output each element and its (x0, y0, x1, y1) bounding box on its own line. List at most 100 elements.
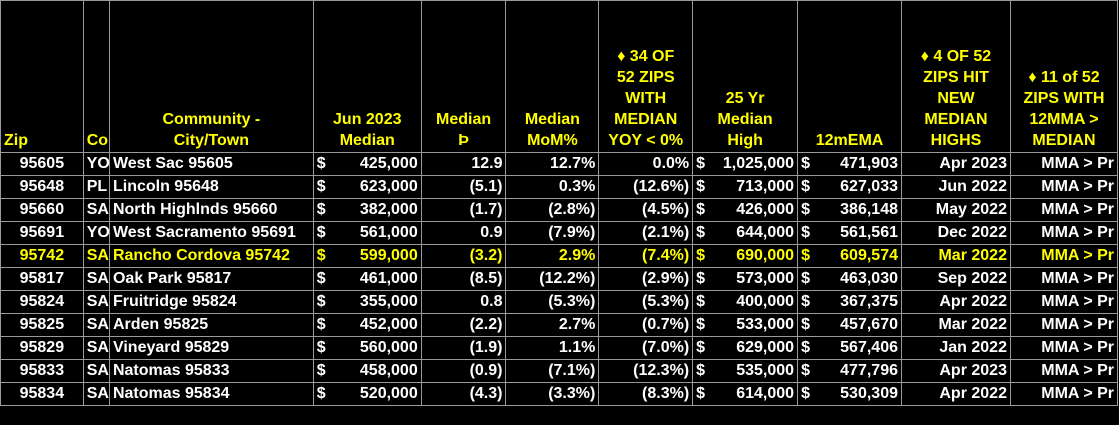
high25-value: 690,000 (736, 247, 795, 264)
median-cell: $458,000 (312, 359, 422, 383)
county-cell: PL (82, 175, 110, 199)
mom-cell: (12.2%) (505, 267, 600, 291)
county-cell: SA (82, 382, 110, 406)
mma-cell: MMA > Pr (1009, 175, 1119, 199)
yoy-cell: (0.7%) (598, 313, 694, 337)
currency-symbol: $ (696, 155, 706, 172)
currency-symbol: $ (801, 362, 810, 379)
county-cell: SA (82, 244, 110, 268)
currency-symbol: $ (801, 247, 810, 264)
median-change-cell: (1.7) (420, 198, 507, 222)
community-cell: North Highlnds 95660 (108, 198, 314, 222)
mom-cell: 0.3% (505, 175, 600, 199)
median-change-cell: (0.9) (420, 359, 507, 383)
yoy-cell: (12.3%) (598, 359, 694, 383)
community-cell: Lincoln 95648 (108, 175, 314, 199)
community-cell: Rancho Cordova 95742 (108, 244, 314, 268)
zip-cell: 95825 (0, 313, 84, 337)
mom-cell: (5.3%) (505, 290, 600, 314)
median-value: 458,000 (359, 362, 418, 379)
county-cell: SA (82, 198, 110, 222)
header-new-highs: ♦ 4 OF 52 ZIPS HIT NEW MEDIAN HIGHS (901, 0, 1011, 153)
ema-cell: $471,903 (797, 152, 902, 176)
community-cell: Fruitridge 95824 (108, 290, 314, 314)
header-mom: Median MoM% (505, 0, 600, 153)
zip-cell: 95648 (0, 175, 84, 199)
table-row: 95660 SA North Highlnds 95660 $382,000 (1.7)… (0, 198, 1119, 222)
mom-cell: 2.7% (505, 313, 600, 337)
median-value: 355,000 (359, 293, 418, 310)
high25-value: 426,000 (736, 201, 795, 218)
yoy-cell: (7.4%) (598, 244, 694, 268)
mma-cell: MMA > Pr (1009, 267, 1119, 291)
high25-value: 535,000 (736, 362, 795, 379)
median-value: 452,000 (359, 316, 418, 333)
community-cell: Vineyard 95829 (108, 336, 314, 360)
currency-symbol: $ (316, 247, 326, 264)
median-cell: $520,000 (312, 382, 422, 406)
median-value: 599,000 (359, 247, 418, 264)
yoy-cell: (5.3%) (598, 290, 694, 314)
high25-cell: $690,000 (692, 244, 799, 268)
county-cell: YO (82, 152, 110, 176)
high-date-cell: Dec 2022 (901, 221, 1011, 245)
median-change-cell: (5.1) (420, 175, 507, 199)
high25-cell: $400,000 (692, 290, 799, 314)
median-value: 623,000 (359, 178, 418, 195)
ema-cell: $627,033 (797, 175, 902, 199)
mom-cell: (2.8%) (505, 198, 600, 222)
currency-symbol: $ (696, 293, 706, 310)
median-value: 561,000 (359, 224, 418, 241)
header-median: Jun 2023 Median (312, 0, 422, 153)
zip-cell: 95829 (0, 336, 84, 360)
county-cell: SA (82, 313, 110, 337)
header-zip: Zip (0, 0, 84, 153)
currency-symbol: $ (316, 178, 326, 195)
median-cell: $561,000 (312, 221, 422, 245)
ema-value: 477,796 (840, 362, 898, 379)
mom-cell: 2.9% (505, 244, 600, 268)
ema-cell: $457,670 (797, 313, 902, 337)
median-cell: $355,000 (312, 290, 422, 314)
community-cell: Arden 95825 (108, 313, 314, 337)
ema-cell: $530,309 (797, 382, 902, 406)
table-header: Zip Co Community - City/Town Jun 2023 Me… (0, 0, 1119, 153)
high25-value: 533,000 (736, 316, 795, 333)
mom-cell: (7.1%) (505, 359, 600, 383)
zip-cell: 95605 (0, 152, 84, 176)
mma-cell: MMA > Pr (1009, 359, 1119, 383)
mma-cell: MMA > Pr (1009, 313, 1119, 337)
currency-symbol: $ (316, 316, 326, 333)
median-value: 560,000 (359, 339, 418, 356)
high25-cell: $644,000 (692, 221, 799, 245)
header-community: Community - City/Town (108, 0, 314, 153)
mom-cell: 1.1% (505, 336, 600, 360)
table-row: 95817 SA Oak Park 95817 $461,000 (8.5) (12.2%… (0, 267, 1119, 291)
currency-symbol: $ (801, 385, 810, 402)
median-change-cell: 0.8 (420, 290, 507, 314)
high-date-cell: Apr 2022 (901, 382, 1011, 406)
high-date-cell: Jun 2022 (901, 175, 1011, 199)
table-row: 95824 SA Fruitridge 95824 $355,000 0.8 (5.3%)… (0, 290, 1119, 314)
ema-value: 386,148 (840, 201, 898, 218)
high-date-cell: Apr 2023 (901, 152, 1011, 176)
ema-cell: $477,796 (797, 359, 902, 383)
high25-cell: $629,000 (692, 336, 799, 360)
currency-symbol: $ (696, 339, 706, 356)
mma-cell: MMA > Pr (1009, 290, 1119, 314)
currency-symbol: $ (801, 339, 810, 356)
currency-symbol: $ (316, 270, 326, 287)
zip-cell: 95817 (0, 267, 84, 291)
table-row: 95691 YO West Sacramento 95691 $561,000 0.9(… (0, 221, 1119, 245)
high25-cell: $573,000 (692, 267, 799, 291)
yoy-cell: (2.9%) (598, 267, 694, 291)
high25-cell: $533,000 (692, 313, 799, 337)
header-yoy: ♦ 34 OF 52 ZIPS WITH MEDIAN YOY < 0% (598, 0, 694, 153)
mom-cell: (3.3%) (505, 382, 600, 406)
community-cell: Natomas 95834 (108, 382, 314, 406)
high-date-cell: Sep 2022 (901, 267, 1011, 291)
table-row: 95834 SA Natomas 95834 $520,000 (4.3) (3.3%)(… (0, 382, 1119, 406)
ema-value: 457,670 (840, 316, 898, 333)
ema-cell: $561,561 (797, 221, 902, 245)
ema-cell: $386,148 (797, 198, 902, 222)
